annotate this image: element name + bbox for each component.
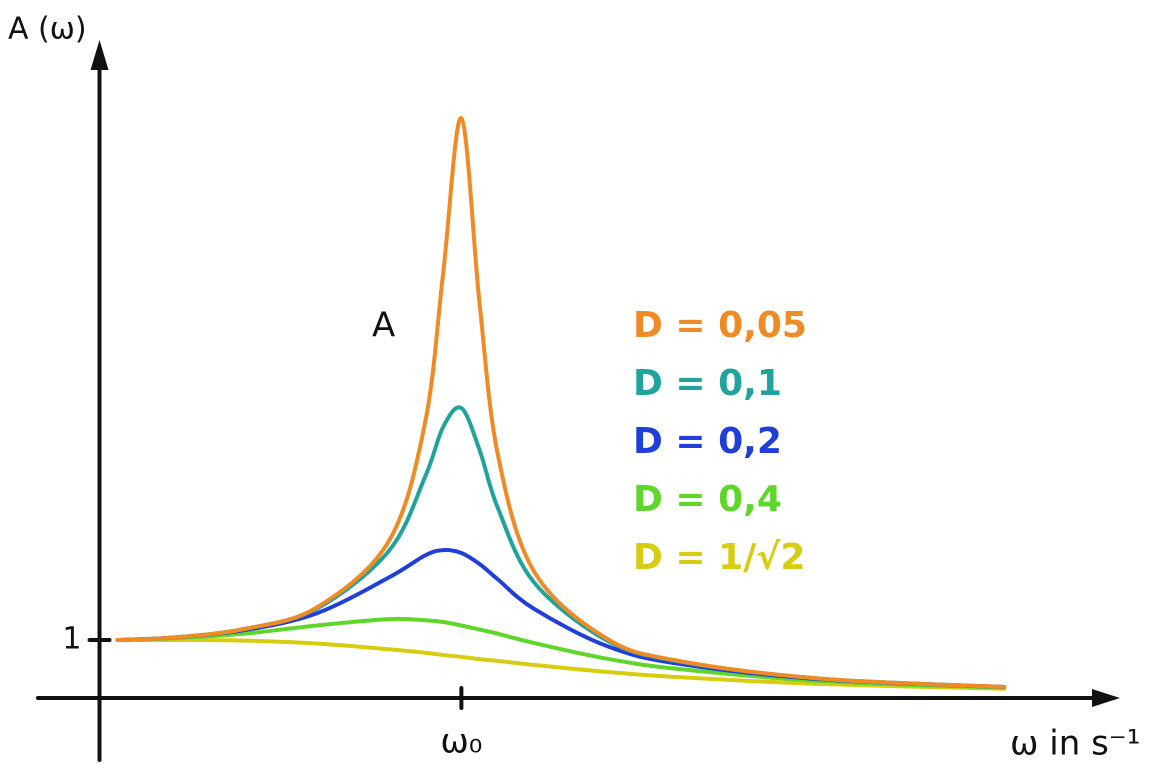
series-line (115, 116, 1007, 689)
x-tick-label: ω₀ (440, 721, 482, 761)
legend-entry: D = 1/√2 (633, 537, 805, 578)
legend-entry: D = 0,05 (633, 305, 807, 346)
y-tick-label: 1 (62, 622, 81, 657)
annotation: A (372, 306, 395, 346)
legend-entry: D = 0,1 (633, 363, 782, 404)
y-axis-label: A (ω) (8, 12, 87, 47)
series-line (115, 637, 1007, 691)
series-line (115, 616, 1007, 690)
legend-entry: D = 0,4 (633, 479, 782, 520)
x-axis-label: ω in s⁻¹ (1010, 724, 1140, 764)
x-axis-arrow (1092, 688, 1120, 707)
y-axis-arrow (90, 40, 109, 70)
legend-entry: D = 0,2 (633, 421, 782, 462)
series-line (115, 405, 1007, 689)
